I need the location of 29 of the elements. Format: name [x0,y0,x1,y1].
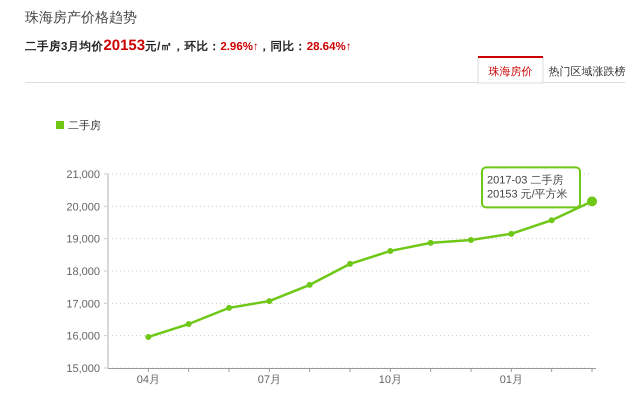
chart-title: 珠海房产价格趋势 [25,9,137,25]
y-tick-label: 20,000 [66,201,100,214]
x-tick-label: 10月 [378,374,402,386]
point [145,334,152,340]
y-tick-label: 21,000 [66,169,100,181]
point [306,282,313,288]
point [428,240,434,246]
point [226,304,232,311]
text: 热门区域涨跌榜 [548,65,626,78]
y-tick-label: 17,000 [66,298,100,310]
point [468,236,474,243]
text: 珠海房价 [488,65,532,78]
legend-label: 二手房 [68,119,101,132]
point [266,298,272,304]
point [387,248,394,254]
x-tick-label: 01月 [500,374,523,386]
point [508,230,514,237]
point [347,260,353,267]
y-tick-label: 16,000 [66,330,100,343]
point [186,321,192,328]
chart-subtitle: 二手房3月均价20153元/㎡，环比：2.96%↑，同比：28.64%↑ [25,37,352,54]
y-tick-label: 18,000 [66,266,100,278]
tooltip: 2017-03 二手房 20153 元/平方米 [481,166,581,208]
x-tick-label: 07月 [258,374,281,386]
x-tick-label: 04月 [136,374,160,386]
y-tick-label: 15,000 [66,363,100,375]
annotation: 2017-03 二手房 20153 元/平方米 [487,173,568,200]
y-tick-label: 19,000 [66,234,100,246]
point [548,217,555,224]
